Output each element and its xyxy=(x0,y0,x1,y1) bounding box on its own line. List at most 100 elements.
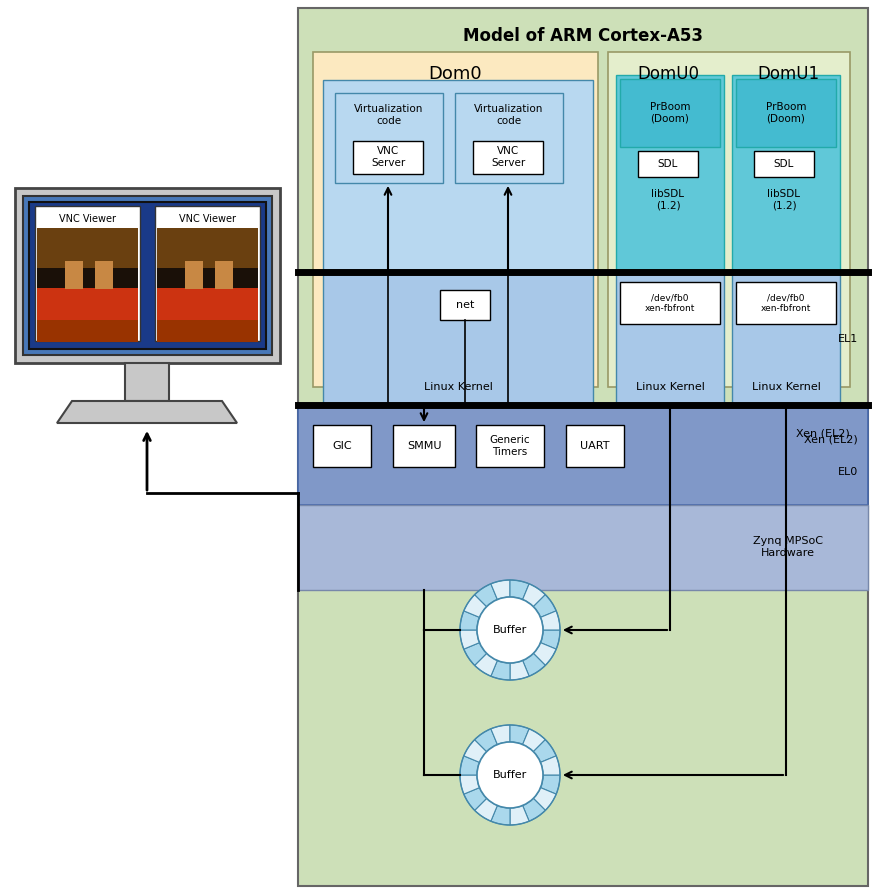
FancyBboxPatch shape xyxy=(29,202,266,349)
Text: Buffer: Buffer xyxy=(493,770,527,780)
FancyBboxPatch shape xyxy=(323,272,593,405)
Text: Xen (EL2): Xen (EL2) xyxy=(804,435,858,445)
Text: PrBoom
(Doom): PrBoom (Doom) xyxy=(650,103,690,124)
Wedge shape xyxy=(474,583,497,607)
Text: EL1: EL1 xyxy=(837,334,858,343)
Text: Buffer: Buffer xyxy=(493,625,527,635)
FancyBboxPatch shape xyxy=(476,425,544,467)
FancyBboxPatch shape xyxy=(23,196,272,355)
FancyBboxPatch shape xyxy=(620,282,720,324)
Text: /dev/fb0
xen-fbfront: /dev/fb0 xen-fbfront xyxy=(645,293,696,313)
FancyBboxPatch shape xyxy=(616,75,724,272)
FancyBboxPatch shape xyxy=(616,272,724,405)
Wedge shape xyxy=(464,739,486,763)
FancyBboxPatch shape xyxy=(185,261,203,289)
FancyBboxPatch shape xyxy=(736,79,836,147)
FancyBboxPatch shape xyxy=(298,8,868,886)
Wedge shape xyxy=(460,630,480,649)
FancyBboxPatch shape xyxy=(215,261,233,289)
FancyBboxPatch shape xyxy=(620,79,720,147)
Wedge shape xyxy=(541,756,560,775)
Text: DomU1: DomU1 xyxy=(757,65,819,83)
FancyBboxPatch shape xyxy=(157,228,258,268)
Wedge shape xyxy=(474,729,497,752)
Text: Linux Kernel: Linux Kernel xyxy=(752,382,821,392)
Wedge shape xyxy=(541,611,560,630)
Text: Linux Kernel: Linux Kernel xyxy=(424,382,493,392)
Circle shape xyxy=(477,597,543,663)
Text: Model of ARM Cortex-A53: Model of ARM Cortex-A53 xyxy=(463,27,703,45)
FancyBboxPatch shape xyxy=(298,505,868,590)
Text: net: net xyxy=(456,300,474,310)
FancyBboxPatch shape xyxy=(736,282,836,324)
FancyBboxPatch shape xyxy=(37,320,138,342)
FancyBboxPatch shape xyxy=(455,93,563,183)
Wedge shape xyxy=(510,660,529,680)
Wedge shape xyxy=(464,595,486,617)
FancyBboxPatch shape xyxy=(155,206,260,341)
FancyBboxPatch shape xyxy=(15,188,280,363)
FancyBboxPatch shape xyxy=(298,405,868,505)
FancyBboxPatch shape xyxy=(323,80,593,270)
FancyBboxPatch shape xyxy=(157,228,258,339)
Text: Dom0: Dom0 xyxy=(429,65,482,83)
Wedge shape xyxy=(474,653,497,676)
FancyBboxPatch shape xyxy=(732,75,840,272)
Text: Virtualization
code: Virtualization code xyxy=(354,104,423,126)
Wedge shape xyxy=(464,642,486,665)
Wedge shape xyxy=(510,725,529,745)
Wedge shape xyxy=(522,583,545,607)
Text: SDL: SDL xyxy=(658,159,678,169)
Text: Xen (EL2): Xen (EL2) xyxy=(796,428,850,438)
Text: GIC: GIC xyxy=(332,441,352,451)
Polygon shape xyxy=(57,401,237,423)
Text: VNC Viewer: VNC Viewer xyxy=(59,214,116,224)
Circle shape xyxy=(477,742,543,808)
Wedge shape xyxy=(491,660,510,680)
Text: Zynq MPSoC
Hardware: Zynq MPSoC Hardware xyxy=(753,536,823,558)
FancyBboxPatch shape xyxy=(37,228,138,268)
Text: UART: UART xyxy=(580,441,610,451)
FancyBboxPatch shape xyxy=(65,261,83,289)
FancyBboxPatch shape xyxy=(566,425,624,467)
Wedge shape xyxy=(491,580,510,599)
FancyBboxPatch shape xyxy=(313,425,371,467)
Wedge shape xyxy=(510,580,529,599)
Wedge shape xyxy=(491,805,510,825)
Wedge shape xyxy=(522,653,545,676)
Text: EL0: EL0 xyxy=(837,467,858,477)
Text: DomU0: DomU0 xyxy=(637,65,699,83)
Wedge shape xyxy=(534,788,556,810)
FancyBboxPatch shape xyxy=(608,52,850,387)
Text: Virtualization
code: Virtualization code xyxy=(474,104,543,126)
FancyBboxPatch shape xyxy=(35,206,140,341)
FancyBboxPatch shape xyxy=(732,272,840,405)
FancyBboxPatch shape xyxy=(313,52,598,387)
FancyBboxPatch shape xyxy=(353,141,423,174)
Wedge shape xyxy=(522,798,545,822)
FancyBboxPatch shape xyxy=(335,93,443,183)
Wedge shape xyxy=(491,725,510,745)
Wedge shape xyxy=(534,595,556,617)
Wedge shape xyxy=(541,630,560,649)
FancyBboxPatch shape xyxy=(125,363,169,401)
FancyBboxPatch shape xyxy=(95,261,113,289)
Wedge shape xyxy=(460,611,480,630)
Text: PrBoom
(Doom): PrBoom (Doom) xyxy=(766,103,806,124)
FancyBboxPatch shape xyxy=(157,288,258,320)
Wedge shape xyxy=(510,805,529,825)
FancyBboxPatch shape xyxy=(393,425,455,467)
FancyBboxPatch shape xyxy=(37,288,138,320)
FancyBboxPatch shape xyxy=(440,290,490,320)
Text: Linux Kernel: Linux Kernel xyxy=(635,382,704,392)
Wedge shape xyxy=(460,756,480,775)
Text: SDL: SDL xyxy=(774,159,794,169)
FancyBboxPatch shape xyxy=(638,151,698,177)
Text: VNC Viewer: VNC Viewer xyxy=(179,214,236,224)
Wedge shape xyxy=(534,642,556,665)
Wedge shape xyxy=(541,775,560,794)
Wedge shape xyxy=(522,729,545,752)
Wedge shape xyxy=(460,775,480,794)
Wedge shape xyxy=(464,788,486,810)
FancyBboxPatch shape xyxy=(754,151,814,177)
